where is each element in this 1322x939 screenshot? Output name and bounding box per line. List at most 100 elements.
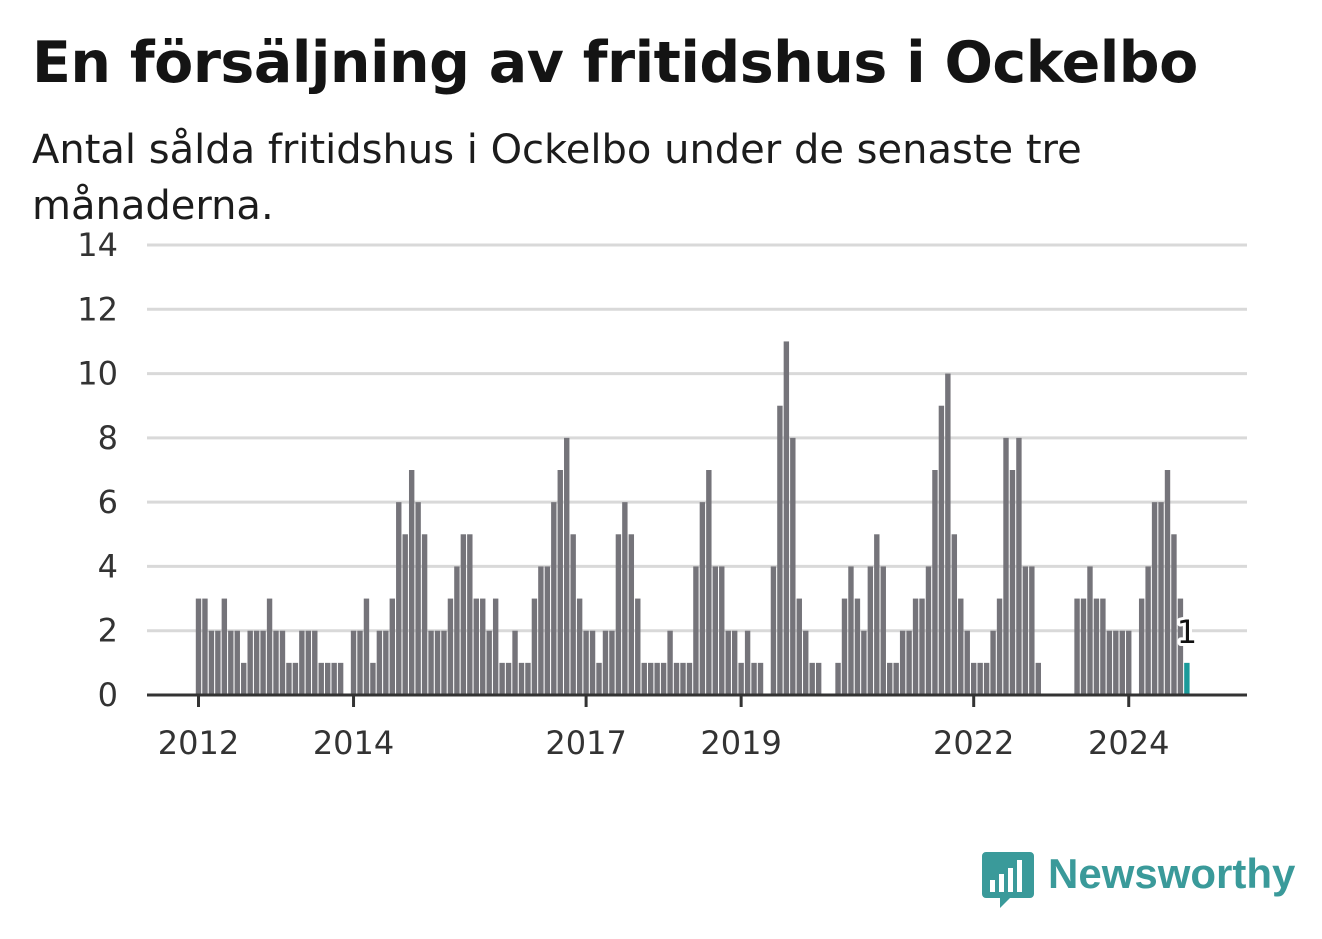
bar: [841, 598, 848, 695]
bar: [551, 502, 557, 695]
bar: [538, 566, 544, 695]
bar: [221, 598, 228, 695]
bar: [357, 630, 363, 695]
bar: [383, 630, 389, 695]
y-tick-label: 8: [98, 419, 118, 457]
bar: [731, 630, 738, 695]
x-tick-label: 2024: [1088, 724, 1169, 762]
bar: [350, 630, 357, 695]
bar: [680, 662, 686, 695]
x-axis: 2012 2014 2017 2019 2022 2024: [147, 693, 1247, 762]
chart-title: En försäljning av fritidshus i Ockelbo: [32, 30, 1198, 96]
y-tick-label: 12: [77, 290, 118, 328]
bar: [234, 630, 240, 695]
bar: [1164, 470, 1171, 695]
bar: [919, 598, 925, 695]
bar: [396, 502, 402, 695]
bar: [292, 662, 299, 695]
bar: [279, 630, 286, 695]
bar: [958, 598, 964, 695]
bar: [531, 598, 538, 695]
bar: [796, 598, 802, 695]
bar: [835, 662, 841, 695]
bar: [945, 373, 951, 695]
bar: [1100, 598, 1106, 695]
bar: [408, 470, 415, 695]
bar: [971, 662, 977, 695]
bar: [1009, 470, 1016, 695]
y-tick-label: 6: [98, 483, 118, 521]
bar: [228, 630, 234, 695]
bar: [480, 598, 486, 695]
bar: [247, 630, 253, 695]
y-tick-label: 14: [77, 226, 118, 264]
bar: [447, 598, 454, 695]
bar: [744, 630, 751, 695]
bar: [260, 630, 266, 695]
bar: [628, 534, 635, 695]
x-tick-label: 2022: [933, 724, 1014, 762]
bar: [337, 662, 344, 695]
bar: [635, 598, 641, 695]
bar: [473, 598, 479, 695]
bar: [1022, 566, 1029, 695]
bar: [899, 630, 906, 695]
bar: [428, 630, 434, 695]
bar: [783, 341, 790, 695]
y-axis-ticks: 0 2 4 6 8 10 12 14: [77, 226, 118, 714]
chart-subtitle: Antal sålda fritidshus i Ockelbo under d…: [32, 127, 1082, 229]
bar: [1016, 437, 1022, 695]
bar: [815, 662, 822, 695]
bar: [241, 662, 247, 695]
bar: [1145, 566, 1151, 695]
bar: [1171, 534, 1177, 695]
bar: [273, 630, 279, 695]
bar: [583, 630, 589, 695]
bar: [576, 598, 583, 695]
bar-chart-speech-bubble-icon: [982, 852, 1034, 908]
bar: [460, 534, 467, 695]
bar: [286, 662, 292, 695]
bar: [331, 662, 337, 695]
bar: [299, 630, 305, 695]
bar: [867, 566, 874, 695]
data-label-latest: 1: [1177, 613, 1197, 651]
x-tick-label: 2017: [545, 724, 626, 762]
x-tick-label: 2019: [700, 724, 781, 762]
bar: [564, 437, 570, 695]
bar: [609, 630, 615, 695]
bar: [983, 662, 990, 695]
bar: [602, 630, 609, 695]
bar: [312, 630, 318, 695]
bar: [1158, 502, 1164, 695]
bar: [854, 598, 861, 695]
bar: [990, 630, 996, 695]
x-tick-label: 2014: [313, 724, 394, 762]
bar: [667, 630, 673, 695]
bar: [505, 662, 512, 695]
bar: [518, 662, 525, 695]
bar: [525, 662, 531, 695]
bar: [912, 598, 919, 695]
bar: [874, 534, 880, 695]
bar: [1126, 630, 1132, 695]
bar: [596, 662, 602, 695]
bar: [719, 566, 725, 695]
bar: [557, 470, 563, 695]
bar: [673, 662, 680, 695]
bar: [589, 630, 596, 695]
bar: [951, 534, 958, 695]
bar: [202, 598, 208, 695]
y-tick-label: 10: [77, 355, 118, 393]
bar: [441, 630, 447, 695]
bar: [770, 566, 777, 695]
bar: [421, 534, 428, 695]
bar: [751, 662, 757, 695]
bar: [389, 598, 395, 695]
bar: [1151, 502, 1158, 695]
bar: [757, 662, 764, 695]
bar: [305, 630, 312, 695]
bar: [1035, 662, 1041, 695]
bar: [1138, 598, 1145, 695]
